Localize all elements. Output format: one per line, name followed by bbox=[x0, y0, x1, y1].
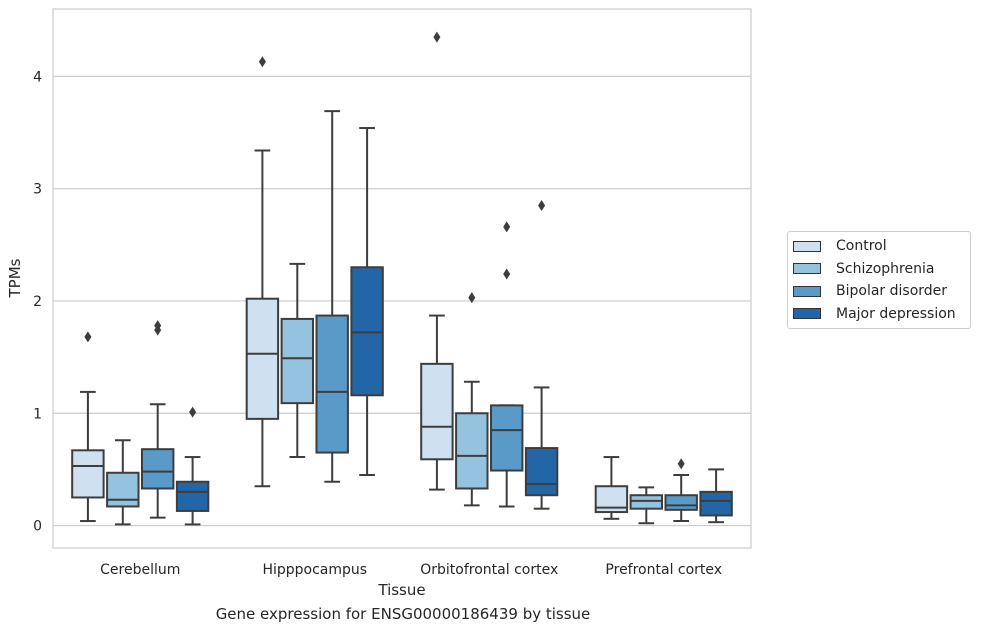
outlier-point bbox=[468, 292, 476, 304]
box-iqr bbox=[629, 494, 664, 510]
box-plot bbox=[315, 110, 349, 483]
legend: Control Schizophrenia Bipolar disorder Majo… bbox=[787, 231, 971, 329]
x-tick-labels: Cerebellum Hipppocampus Orbitofrontal cort… bbox=[100, 562, 722, 578]
legend-item: Major depression bbox=[788, 303, 970, 326]
outlier-point bbox=[677, 458, 685, 470]
legend-item: Schizophrenia bbox=[788, 258, 970, 281]
legend-label: Schizophrenia bbox=[836, 260, 935, 277]
box-plot bbox=[455, 292, 489, 507]
box-plot bbox=[175, 406, 210, 526]
box-iqr bbox=[71, 449, 105, 499]
outlier-point bbox=[84, 331, 92, 343]
box-iqr bbox=[350, 266, 384, 397]
legend-swatch bbox=[793, 285, 821, 297]
y-axis-label: TPMs bbox=[6, 258, 24, 298]
box-plot bbox=[420, 31, 454, 491]
box-plot bbox=[71, 331, 105, 523]
outlier-point bbox=[154, 320, 162, 332]
chart-caption: Gene expression for ENSG00000186439 by t… bbox=[215, 605, 591, 623]
box-plot bbox=[699, 468, 733, 524]
x-tick-label: Cerebellum bbox=[100, 562, 180, 578]
box-iqr bbox=[524, 447, 559, 497]
box-iqr bbox=[245, 297, 280, 420]
box-iqr bbox=[106, 471, 140, 508]
y-tick-label: 4 bbox=[33, 69, 42, 85]
gridlines bbox=[53, 75, 751, 527]
box-plot bbox=[489, 221, 524, 508]
box-iqr bbox=[664, 494, 698, 511]
box-iqr bbox=[140, 448, 175, 490]
outlier-point bbox=[503, 268, 511, 280]
outlier-point bbox=[538, 200, 546, 212]
box-plots bbox=[71, 31, 733, 526]
legend-label: Control bbox=[836, 238, 887, 255]
legend-item: Control bbox=[788, 235, 970, 258]
plot-frame bbox=[52, 8, 752, 549]
x-tick-label: Orbitofrontal cortex bbox=[420, 562, 558, 578]
x-tick-label: Hipppocampus bbox=[262, 562, 367, 578]
box-plot bbox=[664, 458, 698, 523]
outlier-point bbox=[433, 31, 441, 43]
box-iqr bbox=[280, 317, 315, 405]
box-plot bbox=[350, 127, 384, 477]
outlier-point bbox=[189, 406, 197, 418]
box-plot bbox=[524, 200, 559, 510]
box-plot bbox=[245, 56, 280, 488]
x-tick-label: Prefrontal cortex bbox=[605, 562, 722, 578]
box-iqr bbox=[420, 362, 454, 461]
box-iqr bbox=[455, 412, 489, 490]
legend-swatch bbox=[793, 240, 821, 252]
box-plot bbox=[106, 439, 140, 526]
box-iqr bbox=[699, 490, 733, 517]
legend-item: Bipolar disorder bbox=[788, 280, 970, 303]
box-iqr bbox=[315, 314, 349, 454]
box-plot bbox=[629, 486, 664, 525]
x-axis-label: Tissue bbox=[377, 581, 425, 599]
legend-label: Major depression bbox=[836, 305, 956, 322]
legend-swatch bbox=[793, 308, 821, 320]
box-plot bbox=[594, 456, 629, 520]
box-plot bbox=[280, 262, 315, 459]
y-tick-label: 1 bbox=[33, 406, 42, 422]
y-tick-labels: 0 1 2 3 4 bbox=[33, 69, 42, 534]
box-iqr bbox=[175, 480, 210, 512]
y-tick-label: 2 bbox=[33, 294, 42, 310]
outlier-point bbox=[503, 221, 511, 233]
box-plot bbox=[140, 320, 175, 519]
legend-label: Bipolar disorder bbox=[836, 283, 948, 300]
y-tick-label: 0 bbox=[33, 519, 42, 535]
outlier-point bbox=[258, 56, 266, 68]
legend-swatch bbox=[793, 263, 821, 275]
box-iqr bbox=[489, 404, 524, 472]
y-tick-label: 3 bbox=[33, 182, 42, 198]
